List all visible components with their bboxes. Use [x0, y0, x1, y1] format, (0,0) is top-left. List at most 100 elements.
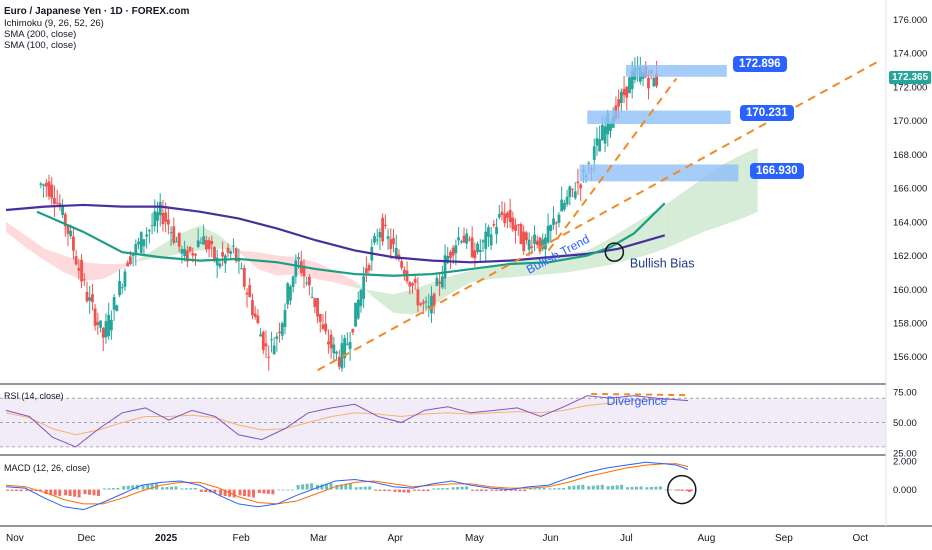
ichimoku-cloud-segment	[83, 262, 103, 281]
candle-body	[527, 239, 531, 250]
macd-histogram-bar	[64, 489, 68, 496]
macd-histogram-bar	[626, 487, 629, 490]
candle-body	[297, 257, 300, 259]
candle-body	[44, 182, 48, 187]
macd-histogram-bar	[180, 488, 184, 490]
candle-body	[446, 256, 450, 263]
price-tick-label: 176.000	[893, 15, 927, 26]
macd-histogram-bar	[596, 485, 600, 490]
rsi-tick-label: 25.00	[893, 449, 917, 460]
candle-body	[207, 240, 211, 249]
time-tick-label: Feb	[233, 533, 251, 544]
candle-body	[625, 86, 629, 98]
macd-histogram-bar	[131, 485, 135, 490]
candle-body	[166, 219, 170, 225]
price-tick-label: 166.000	[893, 184, 927, 195]
candle-body	[107, 314, 111, 337]
macd-histogram-bar	[243, 489, 246, 497]
price-tick-label: 168.000	[893, 150, 927, 161]
candle-body	[378, 232, 382, 238]
candle-body	[134, 243, 138, 254]
macd-histogram-bar	[374, 489, 378, 491]
time-tick-label: Apr	[388, 533, 404, 544]
rsi-label[interactable]: RSI (14, close)	[4, 391, 64, 401]
candle-body	[481, 240, 485, 243]
candle-body	[55, 202, 59, 204]
candle-body	[573, 191, 577, 199]
price-tick-label: 160.000	[893, 285, 927, 296]
macd-histogram-bar	[509, 489, 513, 491]
candle-body	[394, 247, 398, 259]
macd-signal-line	[5, 463, 689, 505]
candle-body	[560, 199, 564, 212]
candle-body	[110, 319, 113, 331]
macd-histogram-bar	[310, 483, 314, 490]
candle-body	[554, 222, 558, 224]
macd-histogram-bar	[335, 484, 339, 490]
candle-body	[492, 224, 496, 226]
candle-body	[191, 253, 195, 256]
macd-histogram-bar	[88, 489, 91, 495]
candle-body	[204, 240, 208, 250]
macd-label[interactable]: MACD (12, 26, close)	[4, 463, 91, 473]
candle-body	[137, 241, 140, 245]
candle-body	[39, 183, 43, 185]
candle-body	[321, 324, 325, 329]
candle-body	[264, 343, 268, 347]
main-price-pane[interactable]: Bullish Trend Bullish Bias	[5, 56, 879, 372]
candle-body	[324, 323, 328, 332]
candle-body	[82, 279, 86, 281]
candle-body	[619, 91, 623, 104]
candle-body	[308, 276, 311, 286]
ichimoku-cloud-segment	[587, 240, 607, 270]
macd-histogram-bar	[383, 489, 387, 491]
price-tick-label: 164.000	[893, 217, 927, 228]
candle-body	[552, 218, 555, 225]
indicator-sma100[interactable]: SMA (100, close)	[4, 40, 77, 51]
macd-histogram-bar	[658, 486, 662, 490]
price-tick-label: 170.000	[893, 116, 927, 127]
macd-histogram-bar	[363, 486, 367, 490]
macd-histogram-bar	[503, 489, 507, 492]
indicator-sma200[interactable]: SMA (200, close)	[4, 29, 77, 40]
candle-body	[251, 300, 254, 316]
candle-body	[280, 323, 284, 336]
candle-body	[603, 126, 607, 144]
candle-body	[386, 236, 390, 240]
candle-body	[210, 240, 214, 245]
candle-body	[259, 334, 262, 337]
macd-histogram-bar	[146, 484, 150, 490]
macd-histogram-bar	[6, 489, 9, 491]
macd-histogram-bar	[257, 489, 261, 494]
macd-histogram-bar	[426, 489, 430, 492]
macd-histogram-bar	[542, 487, 546, 490]
macd-histogram-bar	[161, 487, 164, 490]
candle-body	[473, 250, 477, 259]
macd-histogram-bar	[184, 488, 188, 490]
candle-body	[470, 237, 474, 258]
candle-body	[329, 334, 333, 349]
macd-histogram-bar	[615, 485, 619, 490]
candle-body	[516, 224, 520, 226]
candle-body	[533, 234, 536, 244]
candle-body	[104, 321, 108, 338]
macd-histogram-bar	[15, 489, 18, 491]
macd-histogram-bar	[635, 486, 638, 490]
candle-body	[169, 232, 173, 234]
macd-histogram-bar	[576, 485, 580, 490]
macd-histogram-bar	[688, 489, 691, 492]
chart-title: Euro / Japanese Yen · 1D · FOREX.com	[4, 6, 190, 17]
candle-body	[188, 247, 192, 252]
indicator-ichimoku[interactable]: Ichimoku (9, 26, 52, 26)	[4, 18, 104, 29]
rsi-pane[interactable]: Divergence	[0, 392, 886, 448]
candle-body	[101, 327, 105, 338]
macd-histogram-bar	[611, 485, 615, 490]
macd-histogram-bar	[252, 489, 255, 498]
candle-body	[261, 331, 265, 351]
candle-body	[609, 123, 612, 132]
candle-body	[546, 225, 550, 243]
candle-body	[175, 241, 178, 243]
macd-pane[interactable]	[5, 461, 697, 511]
macd-histogram-bar	[529, 488, 533, 490]
